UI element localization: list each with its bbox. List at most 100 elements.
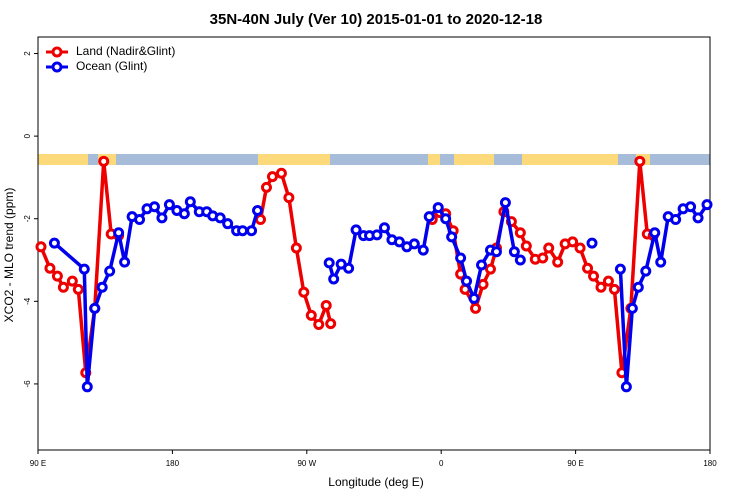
- data-point: [290, 242, 302, 254]
- legend-swatch: [51, 61, 63, 73]
- data-point: [72, 283, 84, 295]
- data-point: [567, 236, 579, 248]
- data-point: [113, 227, 125, 239]
- data-point: [586, 237, 598, 249]
- data-point: [701, 199, 713, 211]
- data-point: [470, 302, 482, 314]
- data-point: [520, 240, 532, 252]
- data-point: [255, 214, 267, 226]
- plot-frame: [37, 36, 711, 451]
- data-point: [408, 238, 420, 250]
- data-point: [378, 222, 390, 234]
- chart-title: 35N-40N July (Ver 10) 2015-01-01 to 2020…: [210, 11, 543, 28]
- data-point: [260, 181, 272, 193]
- data-point: [104, 265, 116, 277]
- x-tick-label: 90 E: [567, 459, 583, 468]
- data-point: [655, 256, 667, 268]
- data-point: [275, 167, 287, 179]
- data-point: [283, 192, 295, 204]
- data-point: [343, 262, 355, 274]
- data-point: [640, 265, 652, 277]
- data-point: [461, 275, 473, 287]
- data-point: [476, 259, 488, 271]
- data-point: [468, 292, 480, 304]
- y-tick-label: -6: [23, 380, 32, 388]
- x-tick-label: 0: [439, 459, 444, 468]
- data-point: [89, 302, 101, 314]
- data-point: [649, 227, 661, 239]
- data-point: [305, 309, 317, 321]
- data-point: [78, 263, 90, 275]
- data-point: [35, 241, 47, 253]
- data-point: [156, 212, 168, 224]
- data-point: [246, 225, 258, 237]
- data-point: [595, 281, 607, 293]
- y-tick-label: 2: [23, 51, 32, 56]
- data-point: [602, 275, 614, 287]
- data-point: [455, 252, 467, 264]
- data-point: [252, 204, 264, 216]
- data-point: [214, 212, 226, 224]
- data-point: [222, 218, 234, 230]
- y-tick-label: -4: [23, 297, 32, 305]
- data-point: [328, 273, 340, 285]
- data-point: [499, 197, 511, 209]
- data-point: [51, 270, 63, 282]
- x-axis-label: Longitude (deg E): [328, 475, 423, 489]
- x-tick-label: 180: [166, 459, 180, 468]
- surface-mask-strip: [38, 154, 710, 165]
- data-point: [96, 281, 108, 293]
- data-point: [393, 236, 405, 248]
- data-point: [371, 229, 383, 241]
- data-point: [685, 201, 697, 213]
- legend-label: Land (Nadir&Glint): [76, 44, 175, 58]
- data-point: [692, 212, 704, 224]
- y-tick-label: -2: [23, 215, 32, 223]
- data-point: [134, 214, 146, 226]
- data-point: [320, 299, 332, 311]
- data-point: [350, 224, 362, 236]
- data-point: [574, 242, 586, 254]
- data-point: [440, 213, 452, 225]
- data-point: [417, 244, 429, 256]
- data-point: [148, 201, 160, 213]
- data-point: [298, 286, 310, 298]
- data-point: [543, 242, 555, 254]
- data-point: [477, 278, 489, 290]
- data-point: [325, 318, 337, 330]
- data-point: [582, 262, 594, 274]
- data-point: [614, 263, 626, 275]
- y-tick-label: 0: [23, 133, 32, 138]
- data-point: [432, 202, 444, 214]
- data-point: [66, 275, 78, 287]
- data-point: [632, 281, 644, 293]
- data-point: [163, 199, 175, 211]
- legend-swatch: [51, 46, 63, 58]
- data-point: [490, 246, 502, 258]
- legend-label: Ocean (Glint): [76, 59, 147, 73]
- data-point: [537, 252, 549, 264]
- data-point: [266, 171, 278, 183]
- x-tick-label: 90 E: [30, 459, 46, 468]
- data-point: [446, 231, 458, 243]
- data-point: [44, 262, 56, 274]
- data-point: [323, 257, 335, 269]
- data-point: [313, 318, 325, 330]
- data-point: [514, 227, 526, 239]
- data-point: [237, 225, 249, 237]
- x-tick-label: 90 W: [297, 459, 316, 468]
- data-point: [484, 263, 496, 275]
- data-point: [57, 281, 69, 293]
- data-point: [626, 302, 638, 314]
- data-point: [81, 381, 93, 393]
- x-tick-label: 180: [703, 459, 717, 468]
- data-point: [98, 155, 110, 167]
- data-point: [119, 256, 131, 268]
- data-point: [634, 155, 646, 167]
- data-point: [608, 283, 620, 295]
- data-point: [620, 381, 632, 393]
- y-axis-label: XCO2 - MLO trend (ppm): [2, 188, 16, 323]
- data-point: [184, 196, 196, 208]
- data-point: [423, 211, 435, 223]
